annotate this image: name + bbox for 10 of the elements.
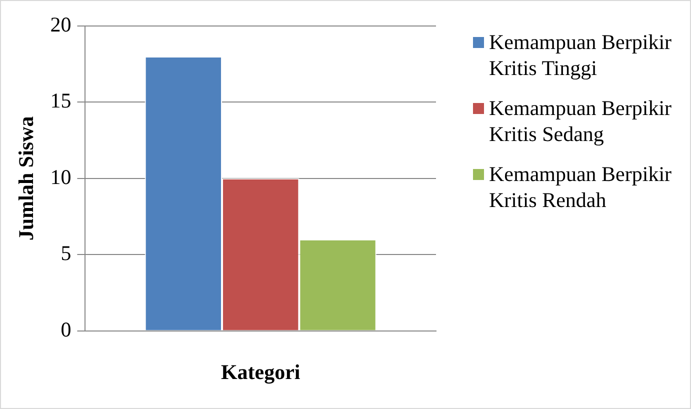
y-tick-label: 5: [60, 241, 72, 266]
legend-label: Kemampuan Berpikir Kritis Rendah: [489, 161, 673, 213]
y-tick-label: 15: [50, 88, 72, 113]
y-axis-title: Jumlah Siswa: [14, 116, 38, 241]
x-axis-title: Kategori: [220, 360, 300, 384]
legend-label: Kemampuan Berpikir Kritis Sedang: [489, 95, 673, 147]
y-tick-label: 20: [50, 12, 72, 37]
y-tick-label: 0: [60, 317, 72, 342]
legend-label: Kemampuan Berpikir Kritis Tinggi: [489, 29, 673, 81]
y-tick-label: 10: [50, 164, 72, 189]
